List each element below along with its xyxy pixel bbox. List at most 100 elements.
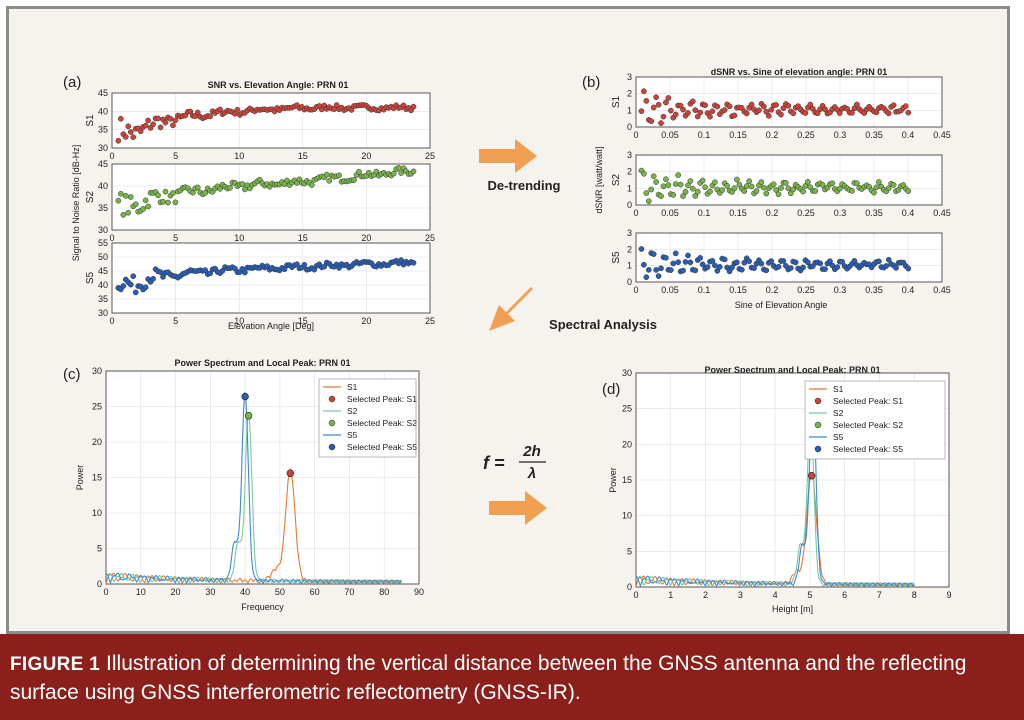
scatter-point	[748, 101, 755, 108]
scatter-point	[763, 190, 770, 197]
scatter-point	[660, 113, 667, 120]
scatter-point	[115, 137, 122, 144]
caption-label: FIGURE 1	[10, 654, 101, 675]
scatter-point	[641, 170, 647, 177]
panel-b-S1-ytick-label: 0	[627, 122, 632, 132]
scatter-point	[709, 257, 716, 264]
scatter-point	[746, 258, 753, 265]
scatter-point	[356, 168, 362, 175]
scatter-point	[819, 182, 826, 188]
panel-d-ytick-label: 30	[622, 368, 632, 378]
scatter-point	[778, 185, 784, 191]
scatter-point	[707, 113, 713, 120]
scatter-point	[694, 188, 701, 195]
scatter-point	[785, 185, 792, 192]
legend-entry: S5	[833, 432, 844, 442]
panel-a-S5-ytick-label: 35	[98, 294, 108, 304]
scatter-point	[685, 182, 691, 189]
legend-entry: Selected Peak: S5	[347, 442, 417, 452]
scatter-point	[667, 107, 674, 114]
panel-a-S2-ytick-label: 30	[98, 225, 108, 235]
scatter-point	[768, 258, 775, 264]
panel-d-ytick-label: 10	[622, 511, 632, 521]
scatter-point	[217, 106, 223, 113]
x-axis-label-c: Frequency	[241, 602, 284, 612]
scatter-point	[790, 186, 797, 193]
scatter-point	[687, 259, 694, 266]
scatter-point	[122, 193, 129, 199]
scatter-point	[194, 184, 201, 191]
scatter-point	[648, 186, 655, 193]
panel-c-ytick-label: 25	[92, 402, 102, 412]
scatter-point	[117, 190, 124, 197]
panel-b-subplot-label: S2	[611, 173, 622, 186]
scatter-point	[239, 181, 246, 187]
panel-d-xtick-label: 0	[633, 590, 638, 600]
scatter-point	[670, 260, 677, 267]
panel-b-S5-ytick-label: 1	[627, 261, 632, 271]
scatter-point	[155, 115, 161, 122]
spectrum-line-S2	[635, 414, 915, 588]
panel-d-ytick-label: 5	[627, 546, 632, 556]
scatter-point	[783, 180, 789, 186]
panel-a-S2-ytick-label: 40	[98, 181, 108, 191]
scatter-point	[849, 110, 855, 116]
panel-d-xtick-label: 1	[668, 590, 673, 600]
spectrum-line-S1	[105, 467, 402, 586]
panel-b-S1-xtick-label: 0.45	[933, 130, 951, 140]
scatter-point	[753, 188, 760, 194]
scatter-point	[775, 191, 782, 198]
panel-b-S1-border	[635, 76, 943, 128]
scatter-point	[876, 258, 882, 265]
scatter-point	[689, 185, 696, 192]
panel-c-ytick-label: 5	[97, 544, 102, 554]
figure-panel: (a) SNR vs. Elevation Angle: PRN 01 0 5 10 15…	[6, 6, 1010, 634]
scatter-point	[122, 134, 129, 140]
caption-bar: FIGURE 1 Illustration of determining the …	[0, 634, 1024, 720]
scatter-point	[792, 259, 799, 266]
scatter-point	[692, 107, 699, 113]
scatter-point	[721, 256, 728, 263]
scatter-point	[155, 192, 161, 199]
formula-numerator: 2h	[522, 443, 541, 460]
scatter-point	[770, 181, 777, 188]
scatter-point	[697, 255, 704, 261]
scatter-point	[395, 164, 402, 171]
panel-b-S1-xtick-label: 0.15	[729, 130, 747, 140]
panel-d-xtick-label: 3	[738, 590, 743, 600]
scatter-point	[807, 101, 814, 108]
panel-b-S1-xtick-label: 0.2	[766, 130, 779, 140]
chart-title-d: Power Spectrum and Local Peak: PRN 01	[704, 365, 880, 375]
panel-a-S1-ytick-label: 30	[98, 143, 108, 153]
panel-a-S2-xtick-label: 10	[234, 233, 244, 243]
scatter-point	[905, 188, 912, 194]
scatter-point	[672, 111, 679, 118]
panel-d-xtick-label: 4	[773, 590, 778, 600]
scatter-point	[234, 106, 241, 113]
panel-a-S5-border	[111, 242, 431, 314]
panel-b-S5-ytick-label: 3	[627, 228, 632, 238]
legend-box	[804, 380, 946, 460]
panel-a-S5-ytick-label: 30	[98, 308, 108, 318]
panel-c-xtick-label: 50	[275, 587, 285, 597]
panel-a-S5-axes: 0 5 10 15 20 25 30 35 40 45 50 55	[98, 238, 435, 326]
scatter-point	[905, 109, 912, 116]
panel-c-xtick-label: 60	[310, 587, 320, 597]
panel-b-S2-xtick-label: 0.15	[729, 208, 747, 218]
y-axis-label-d: Power	[608, 467, 618, 493]
scatter-point	[758, 260, 765, 267]
scatter-point	[817, 260, 823, 267]
panel-a-S2-ytick-label: 35	[98, 203, 108, 213]
scatter-point	[712, 179, 718, 186]
panel-d-ytick-label: 20	[622, 439, 632, 449]
panel-d-xtick-label: 7	[877, 590, 882, 600]
panel-b-S2-ytick-label: 2	[627, 167, 632, 177]
panel-c-xtick-label: 30	[205, 587, 215, 597]
panel-b-S1-plot-area	[635, 76, 943, 128]
scatter-point	[675, 259, 682, 266]
scatter-point	[890, 102, 897, 109]
chart-title-a: SNR vs. Elevation Angle: PRN 01	[208, 80, 349, 90]
panel-c-ytick-label: 0	[97, 579, 102, 589]
scatter-point	[150, 275, 156, 282]
panel-b-subplot-label: S1	[611, 95, 622, 108]
